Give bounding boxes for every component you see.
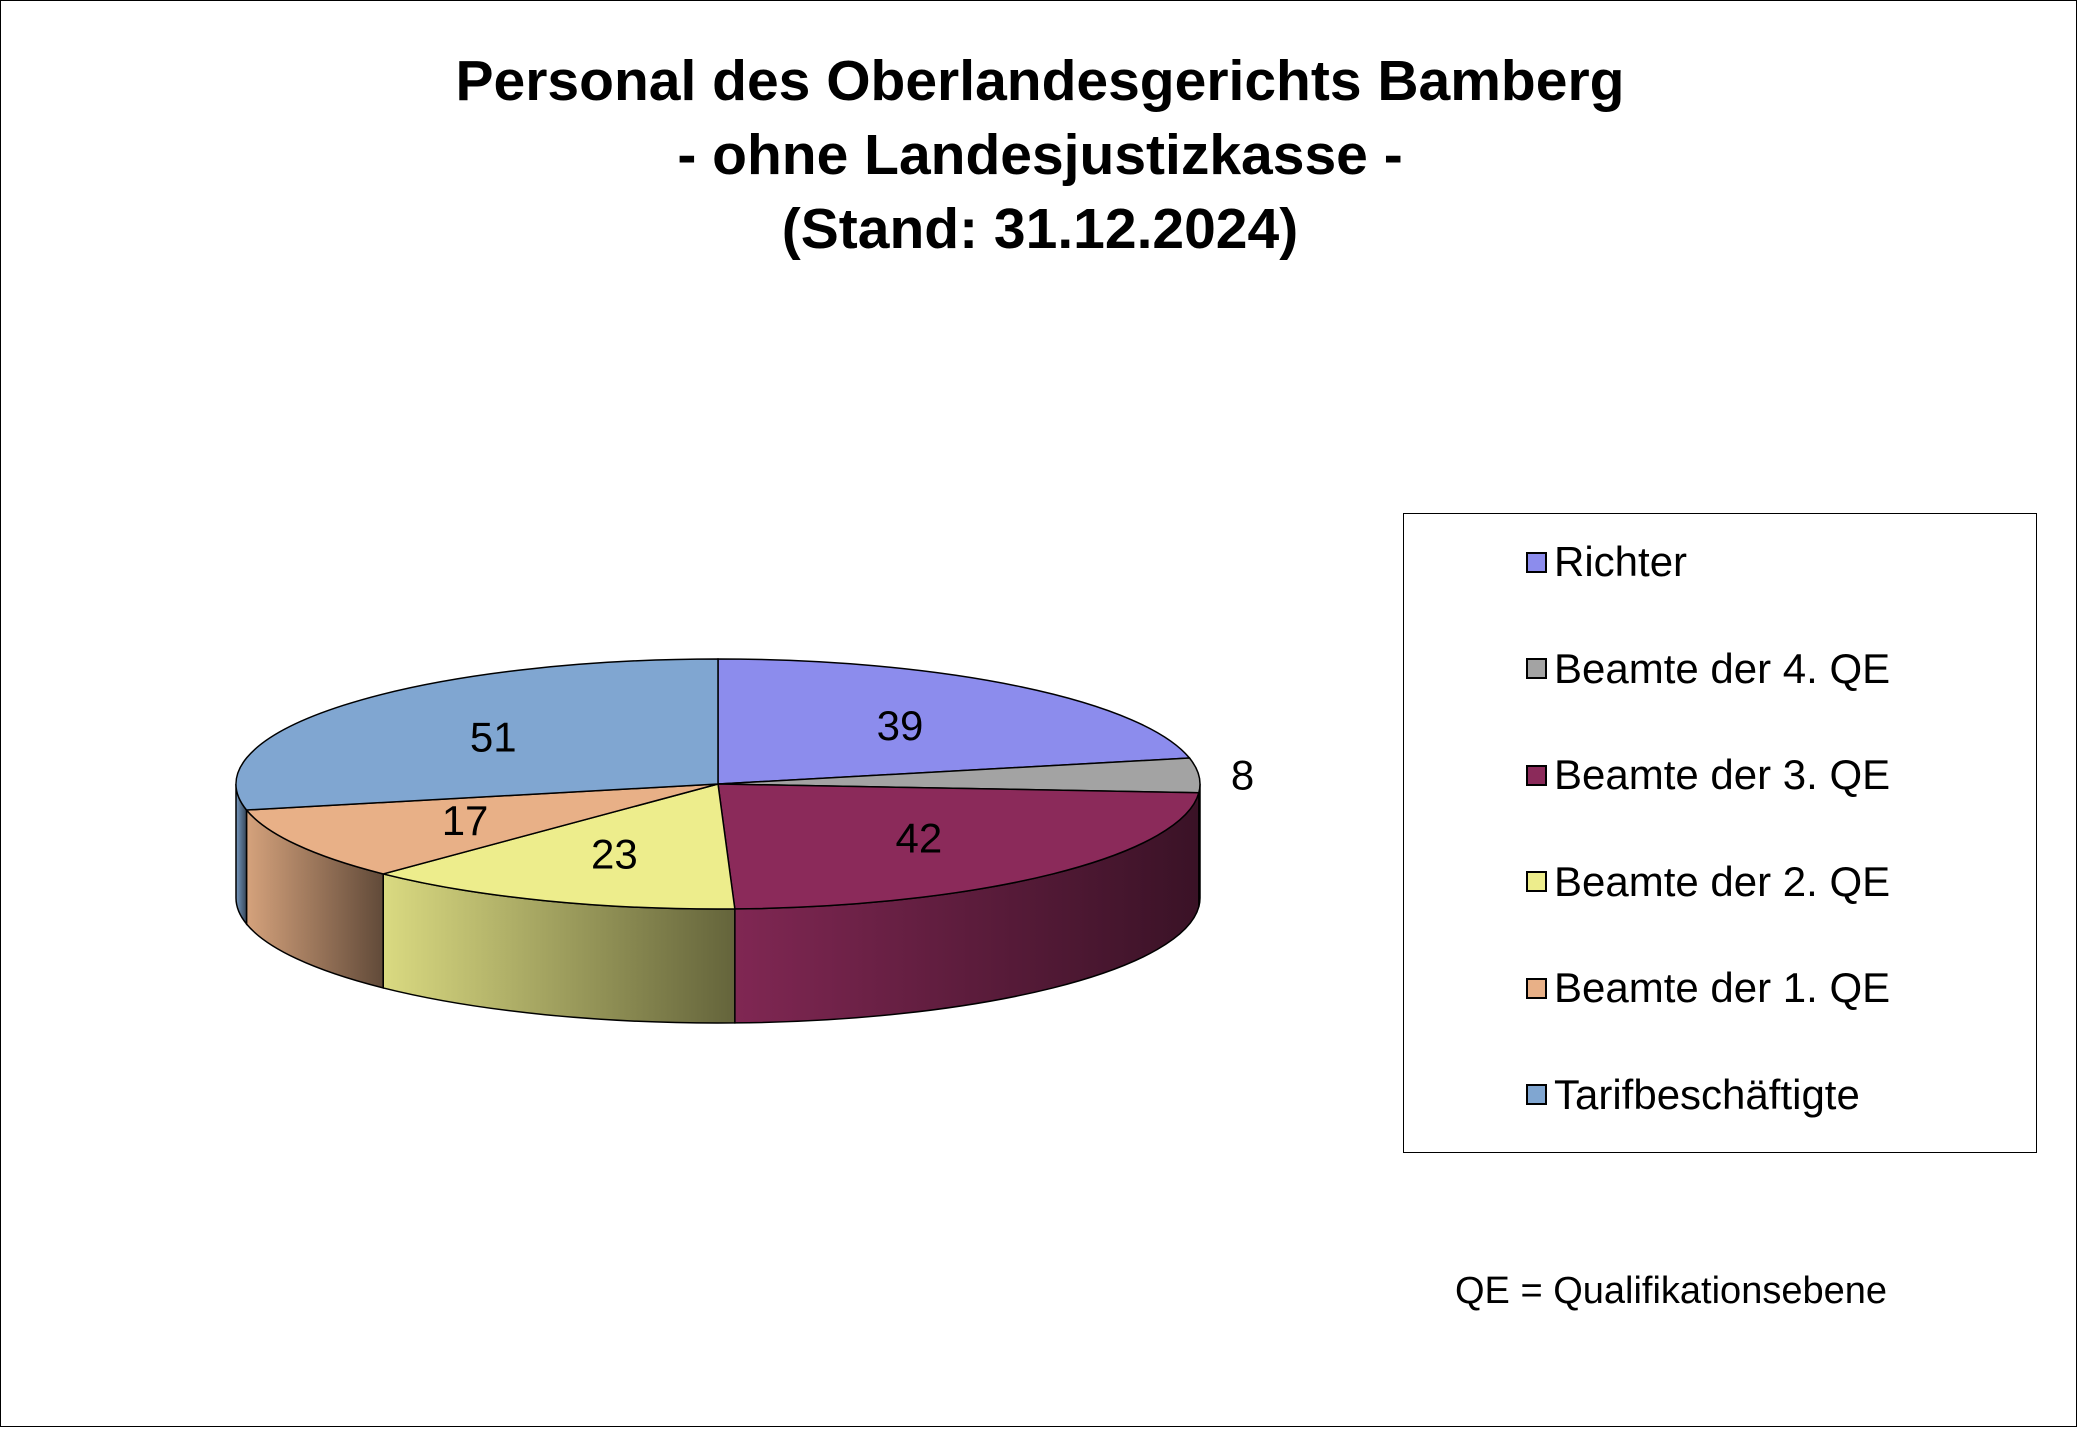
legend-label: Beamte der 2. QE bbox=[1554, 857, 1891, 905]
title-line-3: (Stand: 31.12.2024) bbox=[781, 197, 1299, 261]
data-label-richter: 39 bbox=[877, 702, 924, 749]
pie-slice-beamte-der-1-qe bbox=[245, 783, 719, 875]
legend-swatch bbox=[1526, 977, 1547, 999]
legend-swatch bbox=[1526, 764, 1547, 786]
legend-item-beamte-der-2-qe: Beamte der 2. QE bbox=[1526, 852, 1890, 912]
legend: Richter Beamte der 4. QE Beamte der 3. QE B… bbox=[1403, 513, 2037, 1153]
legend-item-tarifbeschaeftigte: Tarifbeschäftigte bbox=[1526, 1065, 1860, 1125]
data-label-tarifbeschaeftigte: 51 bbox=[470, 713, 517, 760]
title-line-2: - ohne Landesjustizkasse - bbox=[677, 123, 1403, 187]
data-label-beamte-der-3-qe: 42 bbox=[896, 814, 943, 861]
pie-slice-beamte-der-3-qe bbox=[717, 783, 1200, 910]
legend-label: Richter bbox=[1554, 538, 1688, 585]
pie-top bbox=[235, 658, 1201, 910]
legend-item-beamte-der-4-qe: Beamte der 4. QE bbox=[1526, 639, 1890, 699]
footnote: QE = Qualifikationsebene bbox=[1455, 1270, 1887, 1312]
data-label-beamte-der-2-qe: 23 bbox=[591, 831, 638, 878]
data-label-beamte-der-4-qe: 8 bbox=[1231, 751, 1254, 798]
legend-item-beamte-der-1-qe: Beamte der 1. QE bbox=[1526, 958, 1890, 1018]
pie-data-labels: 39 8 42 23 17 51 bbox=[442, 702, 1255, 877]
pie-slice-beamte-der-2-qe bbox=[380, 783, 736, 910]
pie-slice-tarifbeschaeftigte bbox=[235, 658, 719, 811]
legend-swatch bbox=[1526, 871, 1547, 892]
pie-sides bbox=[235, 783, 1201, 1024]
legend-swatch bbox=[1526, 551, 1547, 573]
title-line-1: Personal des Oberlandesgerichts Bamberg bbox=[455, 49, 1625, 113]
legend-item-beamte-der-3-qe: Beamte der 3. QE bbox=[1526, 745, 1890, 805]
chart-title: Personal des Oberlandesgerichts Bamberg … bbox=[0, 44, 2080, 266]
legend-label: Beamte der 4. QE bbox=[1554, 644, 1891, 692]
legend-label: Tarifbeschäftigte bbox=[1554, 1070, 1860, 1118]
pie-slice-richter bbox=[717, 658, 1191, 785]
legend-swatch bbox=[1526, 658, 1547, 679]
data-label-beamte-der-1-qe: 17 bbox=[442, 797, 489, 844]
legend-item-richter: Richter bbox=[1526, 532, 1687, 592]
legend-swatch bbox=[1526, 1084, 1547, 1105]
legend-label: Beamte der 3. QE bbox=[1554, 751, 1891, 798]
legend-label: Beamte der 1. QE bbox=[1554, 964, 1891, 1011]
